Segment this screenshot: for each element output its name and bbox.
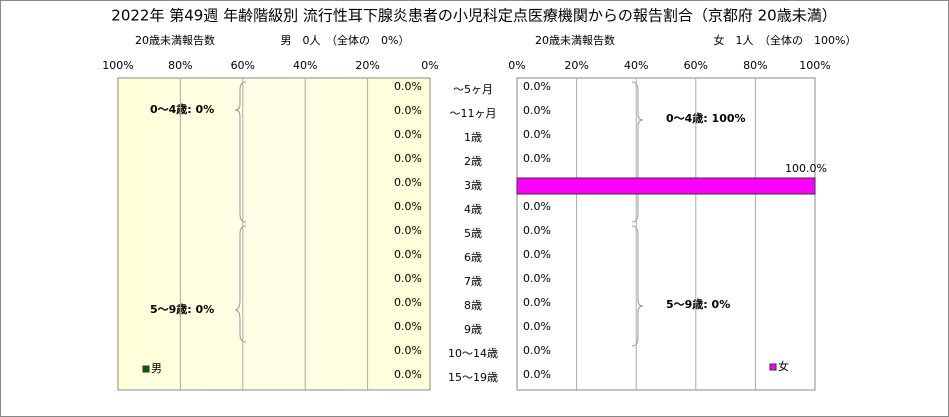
value-label: 0.0%	[523, 344, 551, 357]
value-label: 0.0%	[523, 104, 551, 117]
value-label: 0.0%	[394, 176, 422, 189]
value-label: 0.0%	[523, 224, 551, 237]
chart-title: 2022年 第49週 年齢階級別 流行性耳下腺炎患者の小児科定点医療機関からの報…	[111, 7, 836, 25]
value-label: 0.0%	[523, 296, 551, 309]
value-label: 0.0%	[523, 320, 551, 333]
legend-swatch	[142, 365, 150, 373]
left-subtitle: 20歳未満報告数	[135, 34, 215, 47]
value-label: 0.0%	[394, 128, 422, 141]
category-label: ～5ヶ月	[453, 83, 493, 96]
category-label: 8歳	[464, 299, 482, 312]
category-label: 2歳	[464, 155, 482, 168]
value-label: 0.0%	[394, 344, 422, 357]
value-label: 0.0%	[523, 80, 551, 93]
x-tick-label: 60%	[684, 59, 708, 72]
value-label: 0.0%	[523, 128, 551, 141]
value-label: 0.0%	[394, 368, 422, 381]
value-label: 0.0%	[523, 152, 551, 165]
braces	[234, 81, 644, 347]
value-label: 0.0%	[394, 296, 422, 309]
value-label: 0.0%	[523, 200, 551, 213]
category-label: ～11ヶ月	[450, 107, 497, 120]
value-label: 100.0%	[785, 162, 827, 175]
left-plot	[117, 77, 431, 391]
category-label: 5歳	[464, 227, 482, 240]
annotation: 0～4歳: 100%	[666, 111, 746, 125]
left-header: 男 0人 （全体の 0%）	[281, 33, 410, 47]
legend-swatch	[769, 363, 777, 371]
legend-label: 女	[778, 359, 789, 373]
x-tick-label: 20%	[564, 59, 588, 72]
x-tick-label: 0%	[508, 59, 525, 72]
value-label: 0.0%	[523, 272, 551, 285]
value-label: 0.0%	[394, 224, 422, 237]
category-label: 1歳	[464, 131, 482, 144]
x-tick-label: 80%	[743, 59, 767, 72]
category-label: 4歳	[464, 203, 482, 216]
category-label: 15～19歳	[448, 371, 498, 384]
right-plot	[516, 77, 816, 391]
value-label: 0.0%	[523, 368, 551, 381]
category-label: 3歳	[464, 179, 482, 192]
x-tick-label: 40%	[624, 59, 648, 72]
x-tick-label: 100%	[799, 59, 830, 72]
value-label: 0.0%	[394, 104, 422, 117]
right-header: 女 1人 （全体の 100%）	[714, 33, 857, 47]
value-label: 0.0%	[394, 80, 422, 93]
annotation: 5～9歳: 0%	[150, 302, 214, 316]
value-label: 0.0%	[394, 248, 422, 261]
category-label: 10～14歳	[448, 347, 498, 360]
annotation: 0～4歳: 0%	[150, 102, 214, 116]
value-label: 0.0%	[394, 272, 422, 285]
value-label: 0.0%	[394, 320, 422, 333]
category-label: 9歳	[464, 323, 482, 336]
category-label: 7歳	[464, 275, 482, 288]
annotation: 5～9歳: 0%	[666, 297, 730, 311]
x-tick-label: 0%	[421, 59, 438, 72]
value-label: 0.0%	[394, 152, 422, 165]
value-label: 0.0%	[523, 248, 551, 261]
legend-label: 男	[151, 362, 162, 375]
x-tick-label: 20%	[355, 59, 379, 72]
value-label: 0.0%	[394, 200, 422, 213]
x-tick-label: 60%	[231, 59, 255, 72]
x-tick-label: 80%	[168, 59, 192, 72]
x-tick-label: 40%	[293, 59, 317, 72]
bar	[516, 177, 816, 195]
category-label: 6歳	[464, 251, 482, 264]
x-tick-label: 100%	[102, 59, 133, 72]
right-subtitle: 20歳未満報告数	[535, 34, 615, 47]
